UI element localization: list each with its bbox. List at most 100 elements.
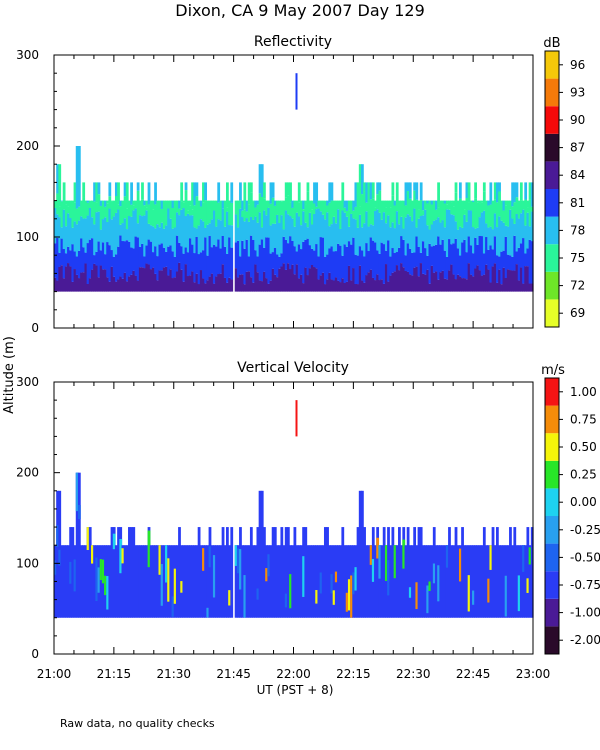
reflectivity-echo-cell [112, 276, 116, 292]
reflectivity-echo-cell [495, 282, 499, 292]
velocity-echo-cell [145, 545, 149, 618]
reflectivity-echo-cell [461, 227, 464, 243]
reflectivity-echo-cell [528, 239, 532, 284]
velocity-echo-cell [315, 590, 319, 604]
reflectivity-echo-cell [191, 244, 194, 272]
reflectivity-echo-cell [99, 200, 103, 206]
velocity-echo-cell [151, 545, 155, 618]
reflectivity-echo-cell [206, 224, 210, 256]
velocity-echo-cell [226, 527, 229, 618]
reflectivity-title: Reflectivity [254, 34, 332, 50]
reflectivity-echo-cell [300, 274, 303, 292]
reflectivity-echo-cell [291, 200, 295, 208]
reflectivity-echo-cell [491, 200, 495, 230]
reflectivity-echo-cell [247, 221, 251, 257]
reflectivity-echo-cell [132, 200, 136, 206]
velocity-echo-cell [82, 545, 86, 618]
colorbar-frame [544, 377, 560, 655]
reflectivity-echo-cell [136, 280, 140, 292]
reflectivity-echo-cell [141, 267, 144, 292]
reflectivity-echo-cell [245, 218, 249, 240]
reflectivity-echo-cell [509, 209, 512, 256]
reflectivity-echo-cell [67, 213, 70, 247]
reflectivity-echo-cell [445, 209, 449, 257]
velocity-echo-cell [493, 545, 497, 618]
reflectivity-echo-cell [337, 209, 340, 244]
y-axis-label: Altitude (m) [2, 336, 17, 414]
reflectivity-echo-cell [291, 207, 295, 219]
velocity-echo-cell [69, 561, 73, 584]
reflectivity-echo-cell [306, 191, 310, 228]
reflectivity-echo-cell [117, 246, 120, 280]
reflectivity-echo-cell [445, 204, 449, 210]
reflectivity-echo-cell [389, 207, 393, 228]
reflectivity-echo-cell [426, 255, 430, 270]
reflectivity-echo-cell [341, 255, 345, 279]
reflectivity-echo-cell [143, 205, 147, 216]
reflectivity-echo-cell [145, 210, 149, 246]
reflectivity-echo-cell [321, 237, 325, 273]
reflectivity-echo-cell [236, 277, 240, 292]
reflectivity-echo-cell [219, 248, 223, 274]
reflectivity-echo-cell [223, 226, 227, 247]
reflectivity-echo-cell [321, 272, 325, 292]
velocity-echo-cell [437, 565, 440, 602]
reflectivity-echo-cell [332, 200, 336, 217]
reflectivity-echo-cell [110, 219, 114, 251]
reflectivity-echo-cell [282, 263, 286, 292]
reflectivity-echo-cell [319, 275, 323, 292]
reflectivity-echo-cell [308, 200, 312, 213]
velocity-echo-cell [498, 545, 501, 618]
reflectivity-echo-cell [188, 215, 192, 239]
velocity-echo-cell [97, 567, 101, 593]
velocity-echo-cell [310, 545, 314, 618]
reflectivity-echo-cell [199, 270, 203, 292]
reflectivity-echo-cell [71, 244, 75, 282]
reflectivity-echo-cell [58, 217, 62, 253]
reflectivity-echo-cell [528, 199, 532, 227]
reflectivity-echo-cell [365, 275, 369, 292]
reflectivity-echo-cell [243, 209, 247, 222]
reflectivity-echo-cell [80, 238, 83, 273]
reflectivity-echo-cell [452, 274, 456, 292]
velocity-echo-cell [522, 545, 525, 572]
reflectivity-echo-cell [254, 207, 258, 217]
reflectivity-echo-cell [121, 200, 125, 224]
reflectivity-echo-cell [273, 248, 277, 275]
reflectivity-echo-cell [258, 212, 262, 245]
reflectivity-echo-cell [300, 200, 303, 226]
reflectivity-echo-cell [313, 182, 316, 204]
reflectivity-echo-cell [215, 226, 218, 247]
reflectivity-echo-cell [289, 269, 292, 292]
reflectivity-echo-cell [289, 202, 292, 217]
reflectivity-echo-cell [530, 211, 534, 242]
reflectivity-echo-cell [221, 200, 225, 209]
reflectivity-echo-cell [173, 256, 177, 278]
reflectivity-echo-cell [226, 211, 229, 254]
reflectivity-echo-cell [202, 250, 205, 279]
reflectivity-echo-cell [439, 272, 443, 292]
reflectivity-echo-cell [256, 200, 260, 205]
reflectivity-echo-cell [465, 182, 469, 199]
reflectivity-echo-cell [151, 209, 155, 227]
velocity-echo-cell [365, 545, 369, 618]
reflectivity-echo-cell [328, 226, 332, 249]
reflectivity-echo-cell [474, 182, 477, 199]
reflectivity-echo-cell [319, 211, 323, 238]
reflectivity-echo-cell [134, 200, 138, 209]
reflectivity-echo-cell [415, 266, 419, 292]
reflectivity-echo-cell [439, 200, 443, 223]
reflectivity-echo-cell [489, 226, 493, 246]
reflectivity-echo-cell [371, 240, 375, 278]
reflectivity-echo-cell [160, 222, 164, 244]
reflectivity-echo-cell [382, 283, 386, 292]
reflectivity-echo-cell [472, 201, 475, 228]
velocity-echo-cell [284, 527, 288, 618]
reflectivity-echo-cell [228, 277, 231, 292]
reflectivity-echo-cell [498, 256, 501, 270]
reflectivity-echo-cell [319, 237, 323, 276]
reflectivity-echo-cell [317, 256, 321, 280]
reflectivity-echo-cell [195, 273, 199, 292]
reflectivity-echo-cell [273, 200, 277, 206]
reflectivity-echo-cell [138, 200, 142, 216]
